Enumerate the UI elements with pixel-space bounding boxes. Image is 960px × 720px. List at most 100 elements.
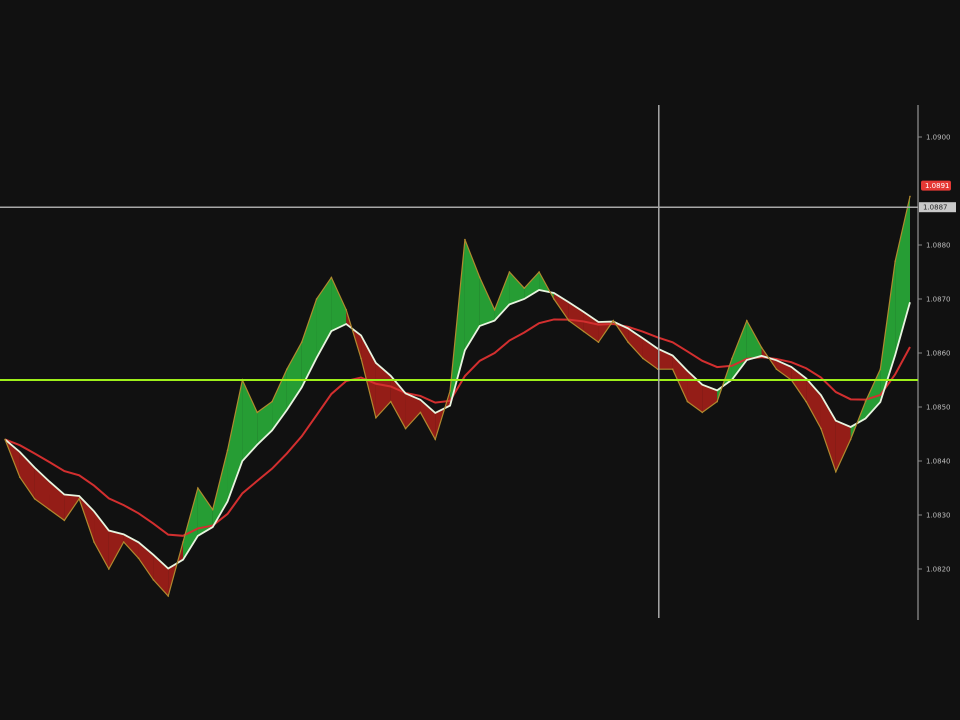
price-point xyxy=(108,568,110,570)
price-point xyxy=(805,400,807,403)
price-point xyxy=(775,368,778,371)
price-point xyxy=(894,260,896,263)
trend-fill-segment xyxy=(405,393,421,429)
price-point xyxy=(19,476,21,479)
price-point xyxy=(567,319,570,322)
price-point xyxy=(122,541,125,543)
trend-fill-segment xyxy=(242,380,258,461)
price-point xyxy=(449,390,451,392)
trend-fill-segment xyxy=(895,196,910,356)
trend-fill-segment xyxy=(108,530,124,569)
price-line xyxy=(4,196,911,598)
price-point xyxy=(300,341,303,344)
trend-fill-segment xyxy=(138,542,154,580)
crosshair-price-label: 1.0887 xyxy=(923,204,948,212)
trend-fill-segment xyxy=(123,534,139,559)
price-point xyxy=(523,287,526,290)
price-point xyxy=(553,298,555,300)
price-point xyxy=(671,368,674,371)
price-point xyxy=(389,400,392,403)
price-point xyxy=(375,417,377,419)
trend-fill-segment xyxy=(509,272,525,305)
price-point xyxy=(879,368,882,371)
price-point xyxy=(627,341,629,344)
y-tick-label: 1.0830 xyxy=(926,512,951,520)
trend-fill-segment xyxy=(464,239,480,351)
price-point xyxy=(330,276,333,279)
price-point xyxy=(642,357,644,360)
price-point xyxy=(464,238,466,241)
trend-fill-segment xyxy=(657,348,673,370)
trend-fill-segment xyxy=(257,401,273,445)
price-point xyxy=(731,357,733,360)
price-point xyxy=(404,427,407,430)
trend-fill-segment xyxy=(702,384,718,413)
trend-fill-segment xyxy=(272,369,287,431)
price-point xyxy=(271,400,273,403)
price-point xyxy=(864,400,867,403)
price-point xyxy=(508,271,511,273)
trend-fill-segment xyxy=(746,320,762,360)
price-point xyxy=(835,471,837,473)
price-point xyxy=(746,319,748,322)
price-point xyxy=(582,330,585,333)
price-point xyxy=(760,346,763,349)
price-point xyxy=(152,579,155,581)
price-point xyxy=(226,449,229,452)
price-point xyxy=(597,341,600,344)
price-point xyxy=(478,276,481,279)
trend-fill-segment xyxy=(64,494,80,521)
price-point xyxy=(686,400,689,403)
price-point xyxy=(360,357,362,360)
price-point xyxy=(538,271,540,273)
price-point xyxy=(167,595,169,597)
y-tick-label: 1.0870 xyxy=(926,296,951,304)
current-price-badge xyxy=(921,180,951,191)
price-point xyxy=(701,411,704,414)
trend-fill-segment xyxy=(628,328,643,359)
price-point xyxy=(315,298,318,300)
price-point xyxy=(345,309,348,311)
price-point xyxy=(48,508,51,511)
price-point xyxy=(137,557,140,559)
trend-fill-segment xyxy=(212,450,228,528)
trend-fill-segment xyxy=(553,292,569,321)
trend-fill-segment xyxy=(197,488,213,536)
y-tick-label: 1.0900 xyxy=(926,134,951,142)
price-point xyxy=(182,541,184,543)
price-point xyxy=(197,487,199,489)
price-point xyxy=(612,319,615,322)
trend-fill-segment xyxy=(94,511,109,569)
price-point xyxy=(256,411,259,414)
y-tick-label: 1.0850 xyxy=(926,404,951,412)
price-point xyxy=(434,438,437,441)
trend-fill-segment xyxy=(479,277,495,326)
price-point xyxy=(909,195,911,198)
y-tick-label: 1.0820 xyxy=(926,566,951,574)
trend-fill-segment xyxy=(865,369,881,419)
price-point xyxy=(419,411,422,414)
y-tick-label: 1.0860 xyxy=(926,350,951,358)
trend-fill-segment xyxy=(642,338,658,370)
trend-fill-segment xyxy=(880,261,896,403)
y-tick-label: 1.0840 xyxy=(926,458,951,466)
y-tick-label: 1.0880 xyxy=(926,242,951,250)
price-point xyxy=(286,368,288,371)
price-point xyxy=(211,508,214,511)
price-point xyxy=(849,438,852,441)
trend-fill-segment xyxy=(286,342,302,410)
price-point xyxy=(493,309,496,311)
trend-fill-segment xyxy=(568,302,584,332)
trend-fill-segment xyxy=(776,360,792,380)
current-price-label: 1.0891 xyxy=(925,182,950,190)
fast-ma-line xyxy=(4,289,911,570)
crosshair-price-badge xyxy=(919,202,956,213)
trend-fill-segment xyxy=(331,277,347,332)
price-point xyxy=(716,400,718,403)
price-point xyxy=(33,498,36,500)
trend-fill-segment xyxy=(375,362,391,418)
trend-fill-segment xyxy=(835,420,851,472)
price-point xyxy=(4,438,6,441)
